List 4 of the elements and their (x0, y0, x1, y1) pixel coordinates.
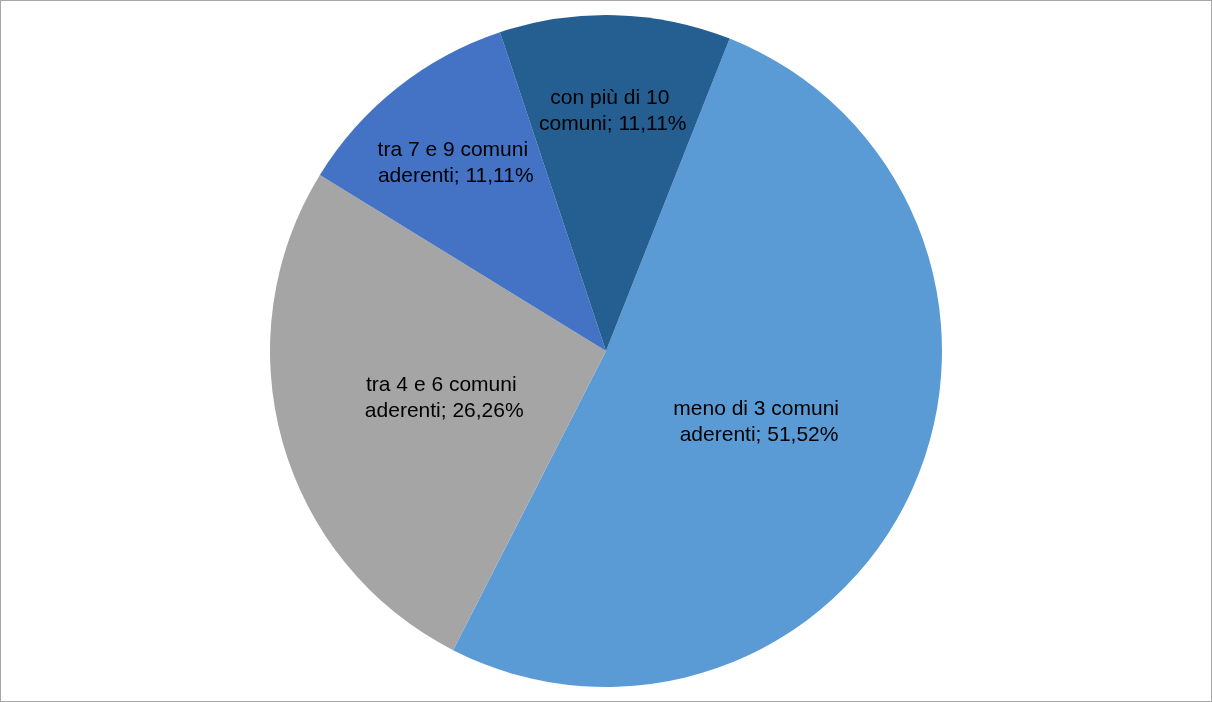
slice-label: con più di 10 comuni; 11,11% (539, 84, 687, 134)
slice-label: meno di 3 comuni aderenti; 51,52% (673, 395, 845, 445)
slice-label: tra 7 e 9 comuni aderenti; 11,11% (377, 136, 534, 186)
slice-label: tra 4 e 6 comuni aderenti; 26,26% (364, 371, 524, 421)
